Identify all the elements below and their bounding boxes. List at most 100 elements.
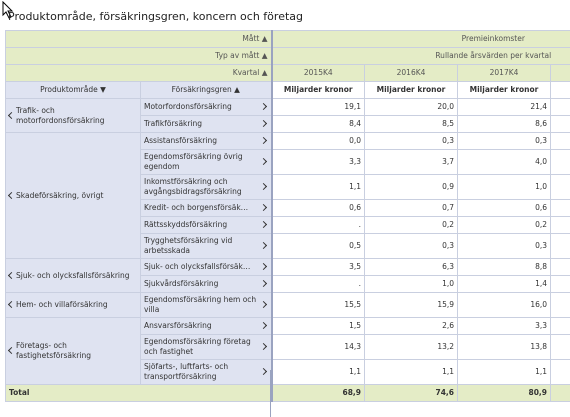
value-cell: 0,3 [364, 132, 459, 150]
chevron-icon [7, 111, 16, 119]
row-label[interactable]: Inkomstförsäkring och avgångsbidragsförs… [139, 174, 273, 200]
table-row: Total 68,9 74,6 80,9 [5, 384, 570, 402]
period-label-text: Kvartal ▲ [232, 68, 268, 77]
chevron-icon [7, 271, 16, 279]
total-empty [550, 384, 570, 402]
row-label[interactable]: Ansvarsförsäkring [139, 317, 273, 335]
value-cell-text: 0,9 [442, 182, 455, 191]
column-header[interactable]: Försäkringsgren ▲ [139, 81, 273, 99]
group-label-text: Skadeförsäkring, övrigt [16, 190, 104, 200]
chevron-icon [259, 220, 267, 229]
row-label-text: Trafikförsäkring [144, 119, 203, 128]
value-cell: 4,0 [457, 149, 552, 175]
table-row: Företags- och fastighetsförsäkring Ansvar… [5, 317, 570, 385]
unit-header: Mil [550, 81, 570, 99]
period-text: 2017K4 [489, 68, 519, 77]
row-label[interactable]: Sjuk- och olycksfallsförsäk… [139, 258, 273, 276]
type-label[interactable]: Typ av mått ▲ [5, 47, 273, 65]
value-cell: . [271, 216, 366, 234]
group-label[interactable]: Skadeförsäkring, övrigt [5, 132, 141, 259]
value-cell-text: 8,4 [349, 119, 362, 128]
value-cell-empty [550, 258, 570, 276]
value-cell-text: 8,5 [442, 119, 455, 128]
row-label[interactable]: Sjöfarts-, luftfarts- och transportförsä… [139, 359, 273, 385]
row-label[interactable]: Kredit- och borgensförsäk… [139, 199, 273, 217]
value-cell: 1,1 [457, 359, 552, 385]
table-row: Hem- och villaförsäkring Egendomsförsäkri… [5, 292, 570, 318]
row-label-text: Egendomsförsäkring företag och fastighet [144, 337, 251, 356]
value-cell-text: 15,5 [344, 300, 362, 309]
row-label-text: Sjuk- och olycksfallsförsäk… [144, 262, 251, 271]
row-label-text: Egendomsförsäkring hem och villa [144, 295, 257, 314]
table-container: Mått ▲ Premieinkomster Typ av mått ▲ Rullan… [5, 30, 570, 417]
value-cell-empty [550, 199, 570, 217]
chevron-icon [259, 321, 267, 330]
group-label[interactable]: Trafik- och motorfordonsförsäkring [5, 98, 141, 133]
value-cell-text: 13,2 [437, 342, 455, 351]
value-cell-empty [550, 174, 570, 200]
table-row: Trafik- och motorfordonsförsäkring Motorf… [5, 98, 570, 133]
row-label[interactable]: Rättsskyddsförsäkring [139, 216, 273, 234]
group-label[interactable]: Företags- och fastighetsförsäkring [5, 317, 141, 385]
value-cell: 0,3 [457, 132, 552, 150]
chevron-icon [259, 136, 267, 145]
value-cell-empty [550, 317, 570, 335]
column-header[interactable]: Produktområde ▼ [5, 81, 141, 99]
value-cell-text: 1,0 [535, 182, 548, 191]
value-cell-text: 15,9 [437, 300, 455, 309]
group-label[interactable]: Hem- och villaförsäkring [5, 292, 141, 318]
row-label[interactable]: Trafikförsäkring [139, 115, 273, 133]
row-label[interactable]: Assistansförsäkring [139, 132, 273, 150]
value-cell-text: 0,2 [535, 220, 548, 229]
value-cell: 3,3 [271, 149, 366, 175]
value-cell-text: 0,3 [535, 136, 548, 145]
value-cell-empty [550, 98, 570, 116]
value-cell: 6,3 [364, 258, 459, 276]
mouse-cursor [2, 1, 14, 19]
title: Produktområde, försäkringsgren, koncern … [8, 10, 303, 23]
row-label-text: Motorfordonsförsäkring [144, 102, 232, 111]
table-row: Produktområde ▼ Försäkringsgren ▲ Miljarde… [5, 81, 570, 99]
chevron-icon [259, 241, 267, 250]
value-cell-empty [550, 132, 570, 150]
value-cell: 0,7 [364, 199, 459, 217]
row-label[interactable]: Egendomsförsäkring hem och villa [139, 292, 273, 318]
value-cell-text: 1,5 [349, 321, 362, 330]
measure-label[interactable]: Mått ▲ [5, 30, 273, 48]
value-cell-text: 14,3 [344, 342, 362, 351]
total-value-text: 68,9 [342, 388, 362, 397]
period-label[interactable]: Kvartal ▲ [5, 64, 273, 82]
value-cell-text: 2,6 [442, 321, 455, 330]
table-row: Trafikförsäkring 8,4 8,5 8,6 [6, 115, 570, 133]
value-cell-text: 0,3 [442, 241, 455, 250]
period: 2015K4 [271, 64, 366, 82]
value-cell-text: 1,0 [442, 279, 455, 288]
value-cell: 0,2 [457, 216, 552, 234]
group-label[interactable]: Sjuk- och olycksfallsförsäkring [5, 258, 141, 293]
value-cell-text: 0,5 [349, 241, 362, 250]
divider [270, 370, 271, 417]
value-cell: 1,1 [271, 174, 366, 200]
value-cell-empty [550, 149, 570, 175]
row-label[interactable]: Motorfordonsförsäkring [139, 98, 273, 116]
type-text: Rullande årsvärden per kvartal [435, 51, 552, 60]
value-cell-text: 1,1 [349, 182, 362, 191]
chevron-icon [259, 342, 267, 351]
row-label[interactable]: Sjukvårdsförsäkring [139, 275, 273, 293]
row-label[interactable]: Egendomsförsäkring övrig egendom [139, 149, 273, 175]
value-cell: 0,3 [364, 233, 459, 259]
value-cell: 13,8 [457, 334, 552, 360]
row-label[interactable]: Trygghetsförsäkring vid arbetsskada [139, 233, 273, 259]
value-cell-empty [550, 233, 570, 259]
table-row: Inkomstförsäkring och avgångsbidragsförs… [6, 174, 570, 200]
value-cell: 3,7 [364, 149, 459, 175]
value-cell: 3,5 [271, 258, 366, 276]
value-cell: 0,3 [457, 233, 552, 259]
value-cell-text: . [358, 279, 362, 288]
value-cell-text: 0,3 [442, 136, 455, 145]
chevron-icon [7, 191, 16, 199]
measure-label-text: Mått ▲ [242, 34, 268, 43]
value-cell-empty [550, 292, 570, 318]
unit-header: Miljarder kronor [457, 81, 552, 99]
row-label[interactable]: Egendomsförsäkring företag och fastighet [139, 334, 273, 360]
